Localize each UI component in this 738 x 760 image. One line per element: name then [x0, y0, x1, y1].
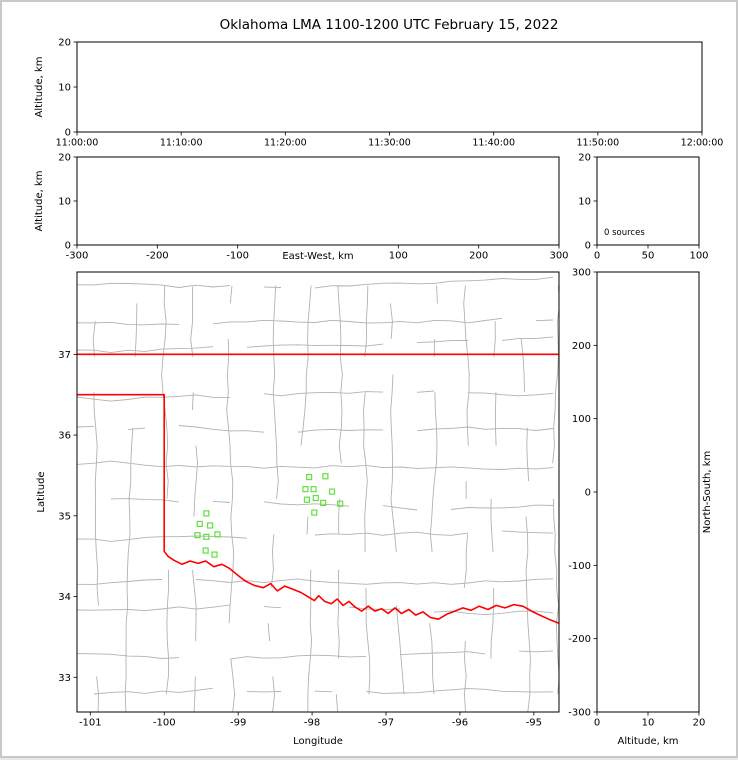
tick-label: 37 — [58, 350, 71, 361]
east-west-xlabel: East-West, km — [282, 251, 353, 262]
panel-frame-altitude-histogram — [596, 156, 700, 246]
panel-frame-time-height — [76, 41, 703, 133]
tick-label: 20 — [693, 718, 706, 729]
tick-label: 11:40:00 — [472, 138, 515, 149]
tick-label: 12:00:00 — [681, 138, 724, 149]
east-west-height-ylabel: Altitude, km — [34, 171, 45, 232]
lma-source-marker — [337, 500, 344, 507]
lma-source-marker — [312, 494, 319, 502]
tick-label: 300 — [549, 251, 568, 262]
tick-label: -100 — [153, 718, 176, 729]
lma-source-marker — [202, 547, 209, 554]
tick-label: 200 — [572, 341, 591, 352]
panel-frame-east-west-height — [76, 156, 560, 246]
tick-label: 100 — [572, 414, 591, 425]
map-layer — [77, 276, 559, 712]
lma-source-marker — [214, 531, 221, 538]
tick-label: 35 — [58, 511, 71, 522]
longitude-xlabel: Longitude — [293, 736, 343, 747]
tick-label: 36 — [58, 431, 71, 442]
panel-frame-north-south-height — [596, 271, 700, 713]
tick-label: 0 — [594, 718, 600, 729]
tick-label: 0 — [594, 251, 600, 262]
tick-label: 11:00:00 — [56, 138, 99, 149]
county-boundaries — [77, 276, 559, 712]
tick-label: 0 — [65, 241, 71, 252]
time-height-ylabel: Altitude, km — [34, 57, 45, 118]
tick-label: -300 — [66, 251, 89, 262]
latitude-ylabel: Latitude — [36, 471, 47, 512]
tick-label: 50 — [642, 251, 655, 262]
tick-label: 20 — [578, 153, 591, 164]
tick-label: 10 — [58, 197, 71, 208]
tick-label: -98 — [304, 718, 320, 729]
oklahoma-border-red-river — [77, 393, 559, 624]
tick-label: 11:30:00 — [368, 138, 411, 149]
tick-label: -96 — [452, 718, 468, 729]
north-south-ylabel: North-South, km — [702, 451, 713, 534]
tick-label: 11:20:00 — [264, 138, 307, 149]
lma-source-marker — [302, 486, 309, 493]
lma-source-marker — [194, 532, 201, 539]
lma-source-marker — [211, 551, 218, 558]
lma-source-marker — [311, 509, 318, 516]
panel-frame-plan-view-map — [76, 271, 560, 713]
tick-label: 200 — [469, 251, 488, 262]
tick-label: 20 — [58, 153, 71, 164]
tick-label: 11:50:00 — [576, 138, 619, 149]
tick-label: 33 — [58, 673, 71, 684]
tick-label: -100 — [568, 561, 591, 572]
tick-label: 100 — [389, 251, 408, 262]
source-count-annotation: 0 sources — [604, 228, 645, 238]
lma-source-marker — [203, 533, 210, 540]
tick-label: 0 — [585, 488, 591, 499]
lma-source-marker — [322, 473, 329, 480]
tick-label: -101 — [79, 718, 102, 729]
tick-label: 10 — [578, 197, 591, 208]
lma-source-marker — [310, 486, 317, 493]
ns-height-xlabel: Altitude, km — [618, 736, 679, 747]
figure-title: Oklahoma LMA 1100-1200 UTC February 15, … — [220, 17, 559, 33]
tick-label: -99 — [230, 718, 246, 729]
tick-label: -100 — [226, 251, 249, 262]
tick-label: 10 — [58, 83, 71, 94]
tick-label: 0 — [585, 241, 591, 252]
tick-label: 10 — [642, 718, 655, 729]
tick-label: 100 — [689, 251, 708, 262]
tick-label: -95 — [526, 718, 542, 729]
tick-label: -300 — [568, 708, 591, 719]
lma-source-marker — [196, 520, 203, 527]
generated-chart-layer: 11:00:00 11:10:00 11:20:00 11:30:00 11:40:00… — [56, 38, 724, 729]
tick-label: 34 — [58, 592, 71, 603]
tick-label: 0 — [65, 128, 71, 139]
tick-label: 20 — [58, 38, 71, 49]
tick-label: -97 — [378, 718, 394, 729]
tick-label: 300 — [572, 268, 591, 279]
lma-source-marker — [206, 522, 214, 529]
tick-label: -200 — [146, 251, 169, 262]
tick-label: 11:10:00 — [160, 138, 203, 149]
lma-source-marker — [320, 499, 327, 506]
lma-source-marker — [303, 496, 311, 503]
lma-source-marker — [306, 473, 313, 481]
lma-source-marker — [203, 510, 210, 517]
lma-source-marker — [328, 488, 336, 495]
tick-label: -200 — [568, 634, 591, 645]
